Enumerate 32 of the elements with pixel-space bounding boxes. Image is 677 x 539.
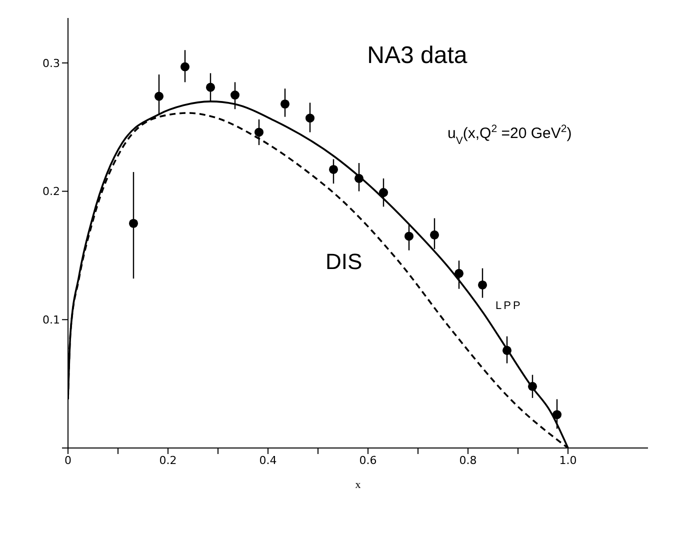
point [230,90,240,100]
point [378,188,388,198]
point [254,128,264,137]
point [154,92,164,101]
annotation: u$_{V}$(x,Q$^{2}$ =20 GeV$^{2}$) [448,123,572,147]
x-tick-label: 0.2 [159,454,177,467]
point [180,62,190,72]
point [502,346,512,355]
point [206,82,216,92]
point [528,382,538,391]
point [430,230,440,240]
x-tick-label: 0 [64,454,72,467]
y-tick-label: 0.2 [42,185,60,198]
point [280,99,290,109]
y-tick-label: 0.1 [42,314,60,327]
point [552,410,562,420]
point [354,174,364,183]
series-label: LPP [496,300,522,312]
point [328,164,338,174]
series-label: DIS [326,248,362,274]
x-tick-label: 0.4 [259,454,277,467]
y-tick-label: 0.3 [42,56,60,70]
annotation: NA3 data [367,42,468,69]
point [404,232,414,241]
x-axis-title: x [355,479,362,491]
point [305,114,315,123]
x-tick-label: 1.0 [559,454,577,467]
point [128,218,138,228]
x-tick-label: 0.8 [459,454,477,467]
point [478,280,488,290]
x-tick-label: 0.6 [359,454,377,467]
point [454,268,464,278]
